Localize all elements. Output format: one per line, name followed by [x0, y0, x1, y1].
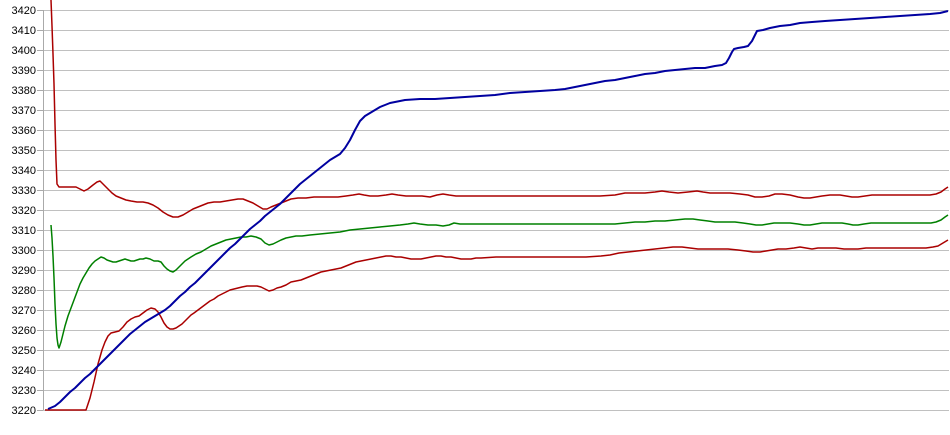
y-axis-label: 3360 — [12, 125, 36, 137]
y-axis-label: 3350 — [12, 145, 36, 157]
y-axis-label: 3410 — [12, 25, 36, 37]
y-axis-label: 3300 — [12, 245, 36, 257]
y-axis-label: 3420 — [12, 5, 36, 17]
y-axis-label: 3250 — [12, 345, 36, 357]
y-axis-label: 3220 — [12, 405, 36, 417]
y-axis-label: 3260 — [12, 325, 36, 337]
y-axis-label: 3290 — [12, 265, 36, 277]
y-axis-label: 3330 — [12, 185, 36, 197]
y-axis-label: 3310 — [12, 225, 36, 237]
lower-dark-red-line — [45, 239, 949, 411]
y-axis-label: 3390 — [12, 65, 36, 77]
y-axis-label: 3270 — [12, 305, 36, 317]
y-axis-label: 3240 — [12, 365, 36, 377]
y-axis-label: 3280 — [12, 285, 36, 297]
y-axis-label: 3340 — [12, 165, 36, 177]
y-axis-label: 3400 — [12, 45, 36, 57]
y-axis-label: 3230 — [12, 385, 36, 397]
y-axis-label: 3320 — [12, 205, 36, 217]
y-axis-label: 3370 — [12, 105, 36, 117]
upper-dark-red-line — [50, 0, 949, 218]
green-line — [50, 214, 949, 349]
y-axis-label: 3380 — [12, 85, 36, 97]
blue-line — [47, 10, 949, 410]
